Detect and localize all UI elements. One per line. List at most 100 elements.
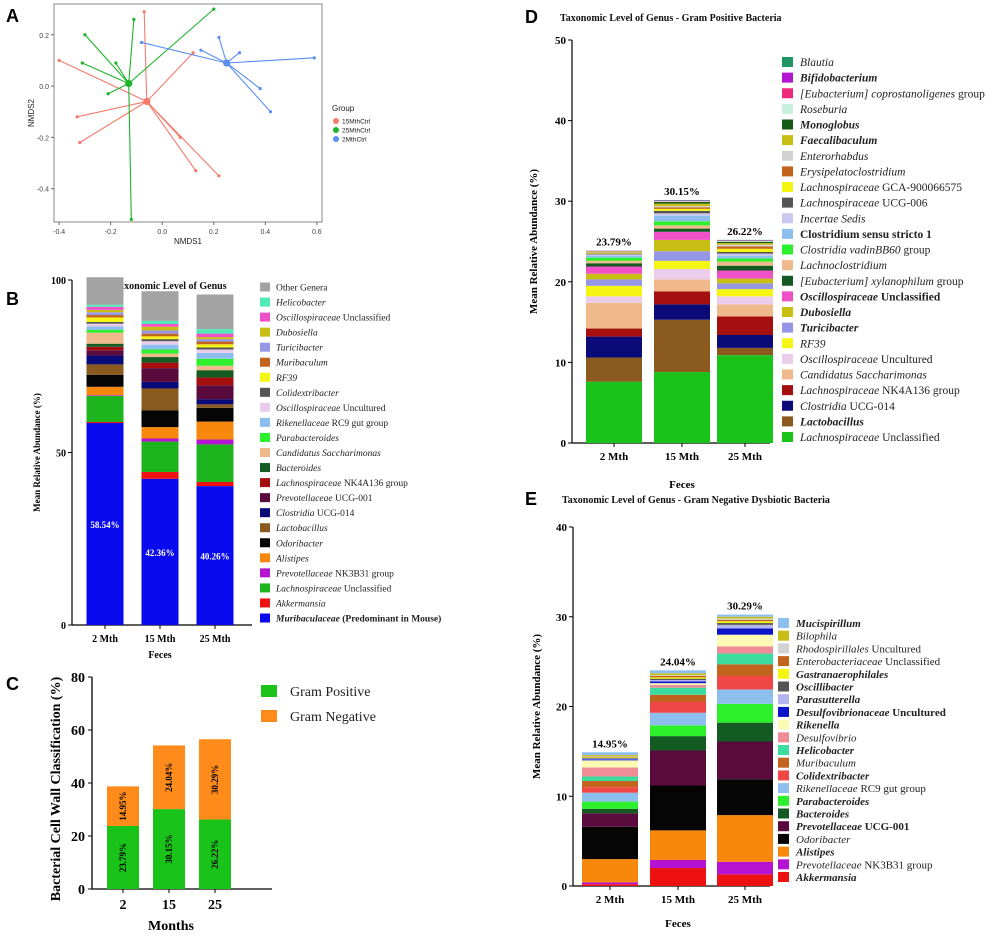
bar-segment (582, 760, 638, 768)
x-tick-label: 25 Mth (728, 894, 762, 906)
group-centroid (223, 59, 231, 67)
legend-label: Muribaculaceae (Predominant in Mouse) (275, 614, 441, 625)
y-tick-label: 20 (71, 830, 85, 845)
bar-segment (717, 621, 773, 624)
bar-segment (717, 248, 773, 252)
y-tick-label: 100 (51, 276, 66, 287)
spider-line (218, 37, 228, 64)
bar-segment (141, 341, 179, 345)
spider-line (146, 101, 220, 177)
bar-segment (717, 623, 773, 625)
bar-segment (650, 712, 706, 726)
bar-segment (141, 330, 179, 334)
bar-segment (86, 312, 124, 316)
bar-segment (86, 346, 124, 351)
legend-swatch (260, 538, 270, 548)
y-tick-label: 40 (555, 116, 567, 128)
bar-segment (196, 377, 234, 386)
spider-line (58, 59, 148, 102)
bar-total-label: 14.95% (592, 738, 628, 750)
sample-point (114, 61, 118, 65)
bar-segment (586, 257, 642, 261)
bar-segment (141, 381, 179, 389)
legend-label: Lachnospiraceae GCA-900066575 (799, 182, 962, 194)
spider-line (115, 62, 130, 84)
spider-line (226, 62, 271, 113)
bar-segment (582, 752, 638, 755)
bar-segment (141, 438, 179, 442)
legend-swatch (778, 668, 789, 679)
bar-segment (141, 320, 179, 324)
bar-segment (717, 861, 773, 875)
group-centroid (125, 79, 133, 88)
legend-label: Desulfovibrio (795, 732, 857, 744)
bar-segment (141, 441, 179, 472)
legend-label: Rhodospirillales Uncultured (795, 643, 921, 655)
panel-c-gram: C 0 20 40 60 80 Bacterial Cell Wall Classifica… (6, 671, 376, 934)
legend-label: Prevotellaceae UCG-001 (796, 821, 909, 833)
bar-segment (86, 321, 124, 324)
bar-segment (141, 368, 179, 382)
bar-segment (199, 819, 231, 889)
legend-label: Incertae Sedis (799, 213, 866, 225)
bar-segment (717, 689, 773, 704)
legend-label: Oscillospiraceae Uncultured (276, 404, 386, 414)
bar-segment (86, 332, 124, 344)
bar-value-label: 23.79% (118, 843, 128, 872)
spider-line (84, 34, 130, 84)
bar-segment (717, 289, 773, 297)
bar-segment (196, 352, 234, 359)
bar-segment (196, 399, 234, 405)
y-tick-label: 0 (561, 438, 567, 450)
bar-segment (582, 801, 638, 809)
bar-segment (650, 683, 706, 685)
bar-segment (196, 407, 234, 422)
bar-segment (717, 334, 773, 348)
legend-label: Candidatus Saccharimonas (276, 449, 381, 459)
spider-line (128, 19, 135, 84)
bar-segment (650, 859, 706, 869)
legend-label: Gram Negative (290, 710, 376, 725)
bar-segment (582, 757, 638, 759)
bar-segment (717, 815, 773, 862)
legend-label: Oscillibacter (796, 682, 854, 694)
bar-total-label: 30.29% (727, 601, 763, 613)
bar-segment (717, 241, 773, 244)
spider-line (141, 41, 227, 64)
legend-swatch (778, 656, 789, 667)
bar-segment (717, 246, 773, 249)
legend-label: Lachnoclostridium (799, 260, 887, 272)
sample-point (199, 48, 203, 52)
legend-swatch (260, 463, 270, 473)
legend-swatch (260, 282, 270, 292)
legend-swatch (260, 432, 270, 442)
bar-segment (86, 326, 124, 330)
bar-value-label: 30.29% (210, 765, 220, 794)
legend-label: Oscillospiraceae Unclassified (800, 291, 941, 303)
bar-segment (582, 756, 638, 758)
bar-segment (586, 266, 642, 274)
bar-segment (86, 309, 124, 313)
spider-line (146, 101, 197, 172)
bar-segment (717, 296, 773, 305)
legend-swatch (782, 275, 793, 286)
bar-segment (141, 388, 179, 411)
legend-swatch (782, 103, 793, 114)
y-tick-label: -0.2 (37, 135, 49, 142)
spider-line (146, 52, 194, 102)
bar-segment (141, 323, 179, 327)
bar-segment (717, 675, 773, 690)
bar-segment (654, 239, 710, 252)
bar-segment (654, 319, 710, 373)
legend-swatch (260, 583, 270, 593)
spider-line (128, 83, 132, 220)
bar-segment (654, 279, 710, 292)
legend-label: Rikenellaceae RC9 gut group (275, 419, 388, 429)
bar-segment (86, 374, 124, 387)
legend-swatch (260, 613, 270, 623)
bar-segment (586, 253, 642, 255)
legend-swatch (260, 402, 270, 412)
legend-label: Lachnospiraceae UCG-006 (799, 198, 928, 210)
legend-swatch (778, 783, 789, 794)
legend-label: Faecalibaculum (799, 135, 877, 147)
